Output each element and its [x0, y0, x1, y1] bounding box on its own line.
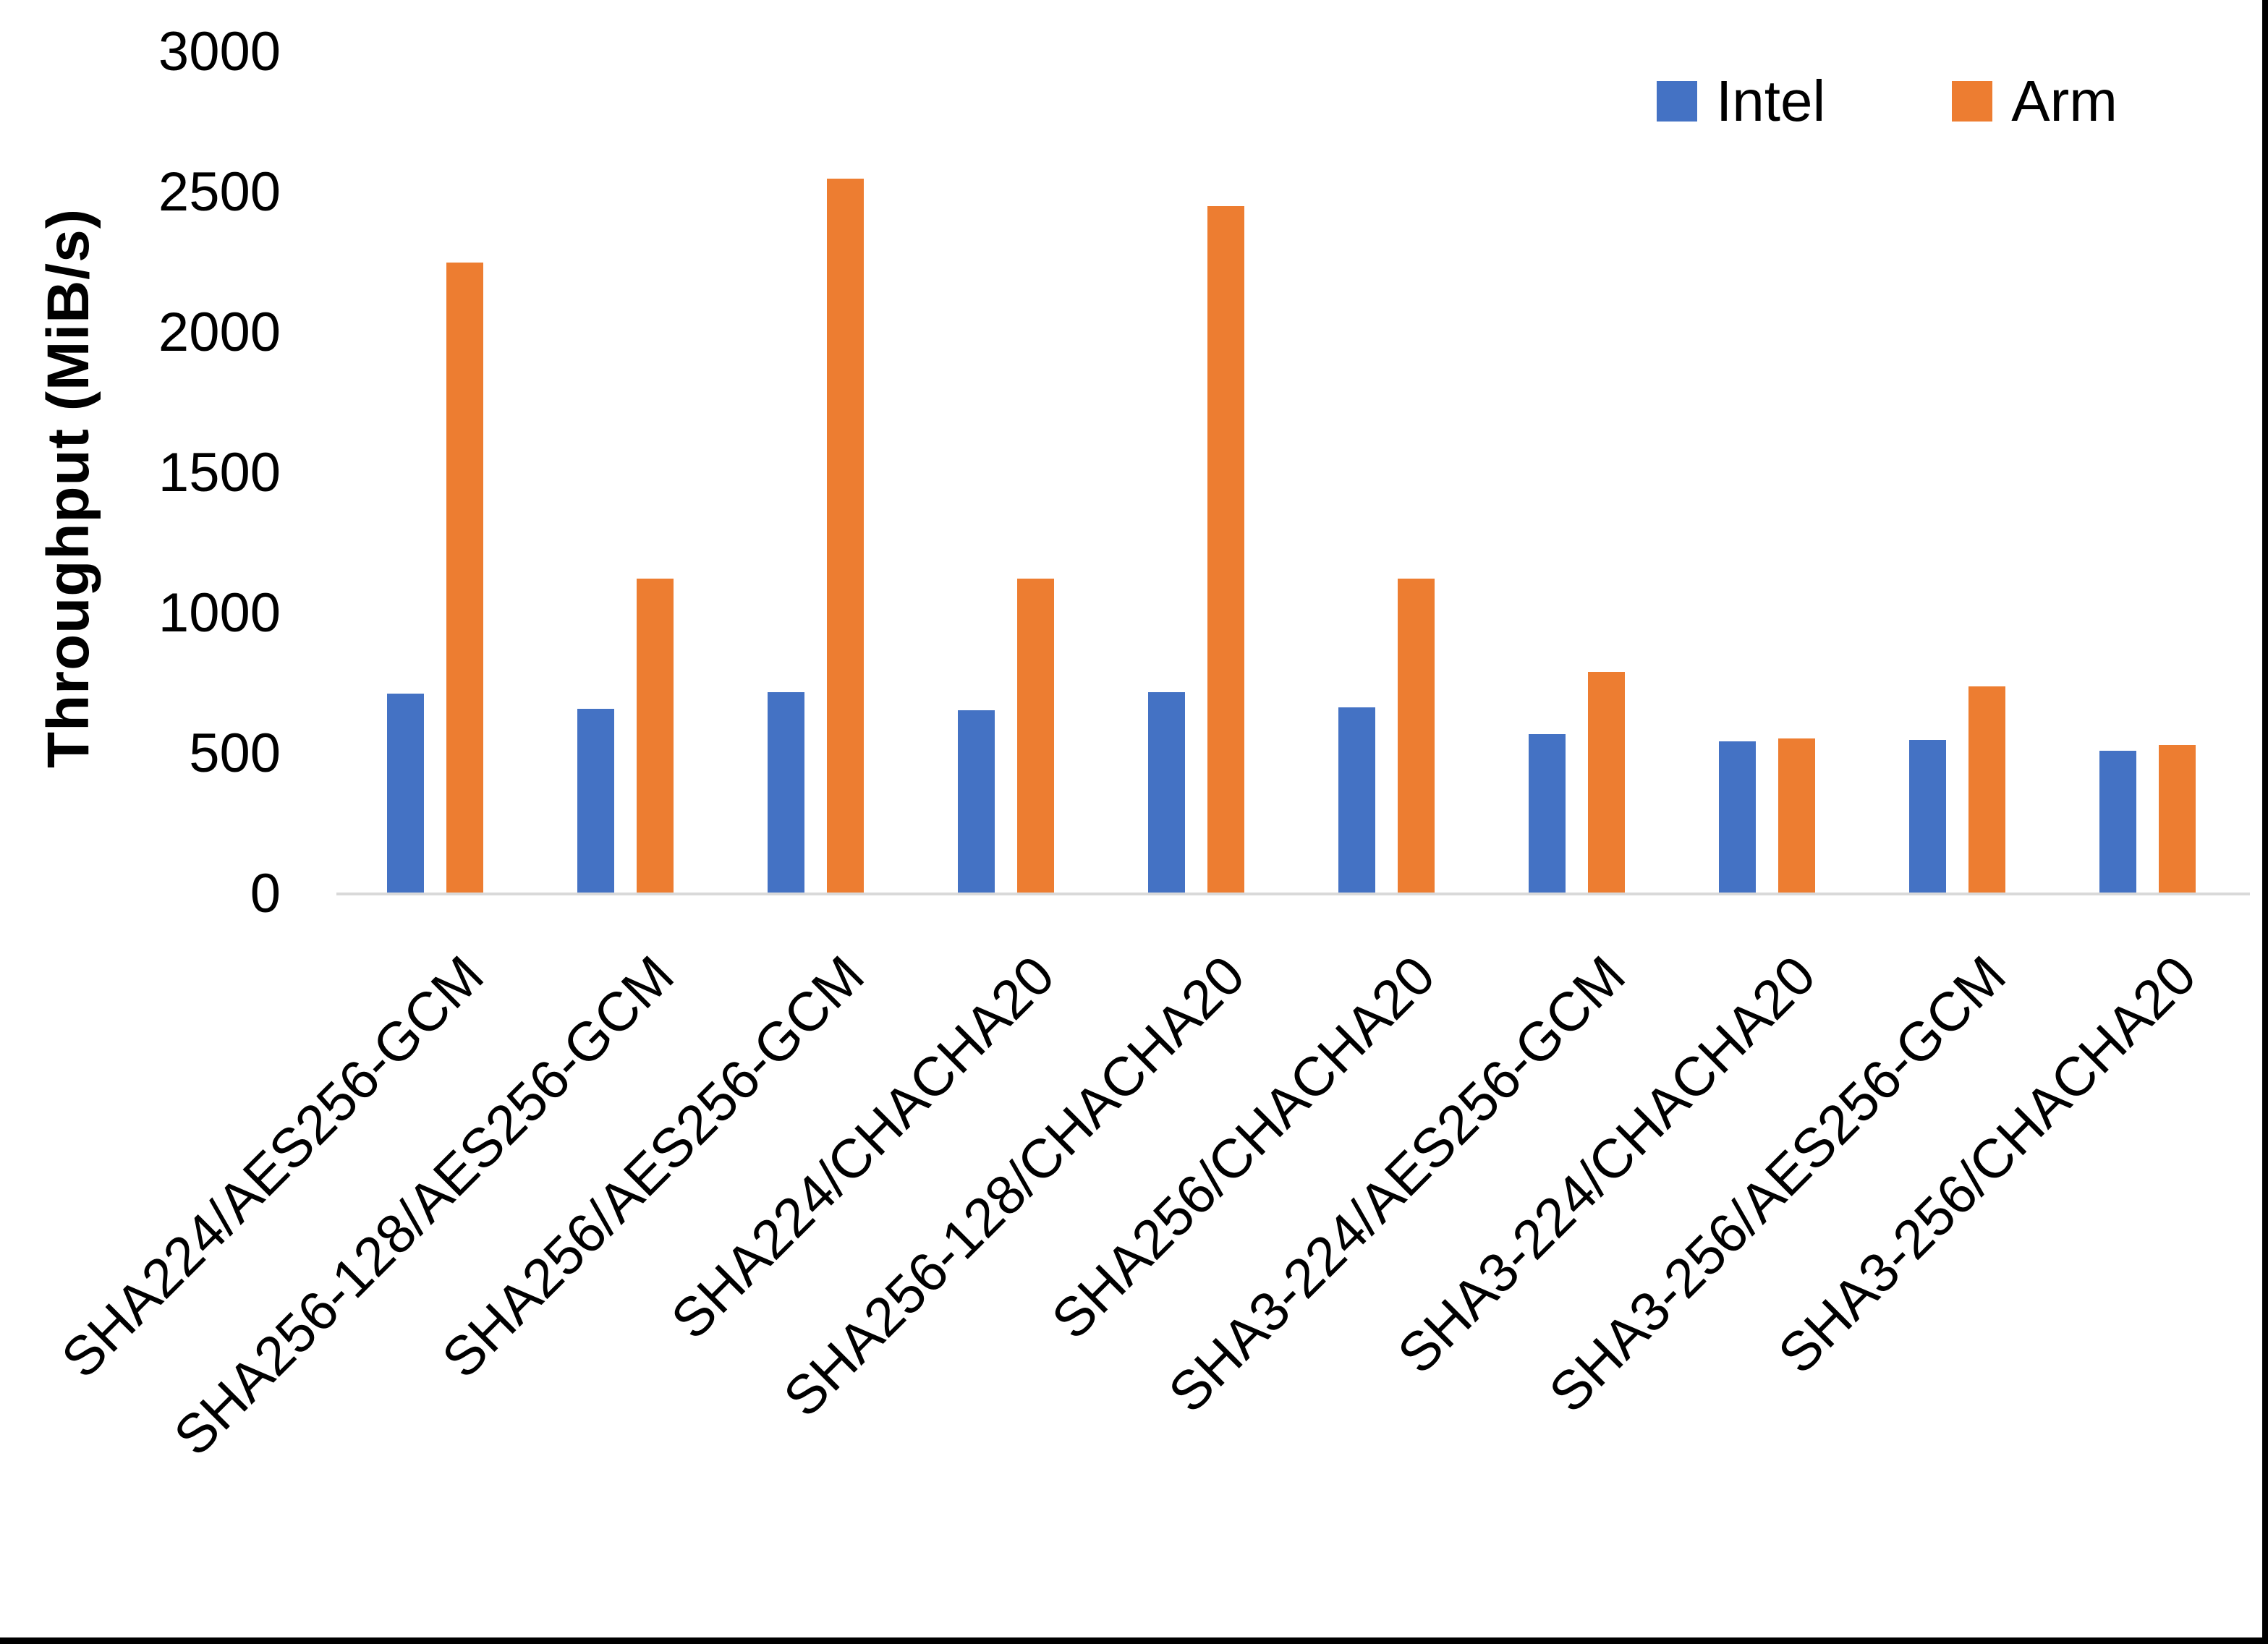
bar-group-3 [911, 52, 1101, 894]
legend: Intel Arm [1657, 72, 2118, 130]
bar-intel-0 [387, 693, 424, 894]
page-right-border [2262, 0, 2268, 1644]
bar-intel-1 [577, 708, 614, 894]
legend-item-intel: Intel [1657, 72, 1825, 130]
bar-intel-7 [1719, 741, 1756, 894]
legend-label-intel: Intel [1716, 69, 1826, 133]
bar-arm-4 [1207, 206, 1244, 894]
y-tick-label-3000: 3000 [158, 21, 281, 82]
y-tick-label-2000: 2000 [158, 302, 281, 363]
bar-intel-5 [1338, 707, 1375, 894]
y-tick-label-0: 0 [250, 863, 281, 924]
bar-intel-8 [1909, 739, 1946, 894]
legend-item-arm: Arm [1952, 72, 2118, 130]
bar-arm-6 [1588, 672, 1625, 894]
bar-group-8 [1862, 52, 2052, 894]
bar-arm-7 [1778, 738, 1815, 894]
x-category-label-3: SHA224/CHACHA20 [659, 944, 1066, 1351]
x-axis-line [336, 893, 2250, 895]
bar-group-7 [1672, 52, 1862, 894]
bar-arm-2 [827, 178, 864, 894]
intel-series-swatch-icon [1657, 81, 1697, 122]
bar-group-2 [721, 52, 911, 894]
y-tick-label-1000: 1000 [158, 582, 281, 644]
y-tick-label-2500: 2500 [158, 161, 281, 223]
bar-group-9 [2052, 52, 2243, 894]
bar-intel-3 [958, 710, 995, 894]
bar-intel-9 [2099, 751, 2136, 894]
bar-arm-1 [637, 578, 674, 894]
bar-arm-9 [2159, 745, 2196, 894]
bar-arm-0 [446, 263, 483, 894]
page-bottom-border [0, 1637, 2268, 1644]
bar-arm-8 [1968, 686, 2005, 894]
bar-group-0 [340, 52, 530, 894]
bar-intel-6 [1529, 733, 1566, 894]
bar-group-6 [1482, 52, 1672, 894]
bar-group-4 [1101, 52, 1291, 894]
x-category-label-5: SHA256/CHACHA20 [1040, 944, 1447, 1351]
bar-arm-5 [1398, 578, 1435, 894]
bar-intel-2 [768, 691, 804, 894]
y-tick-label-500: 500 [189, 723, 281, 784]
legend-label-arm: Arm [2011, 69, 2118, 133]
y-tick-label-1500: 1500 [158, 442, 281, 503]
arm-series-swatch-icon [1952, 81, 1993, 122]
plot-area [340, 52, 2243, 894]
bar-group-1 [530, 52, 721, 894]
bar-arm-3 [1017, 578, 1054, 894]
bar-group-5 [1291, 52, 1482, 894]
bar-intel-4 [1148, 691, 1185, 894]
